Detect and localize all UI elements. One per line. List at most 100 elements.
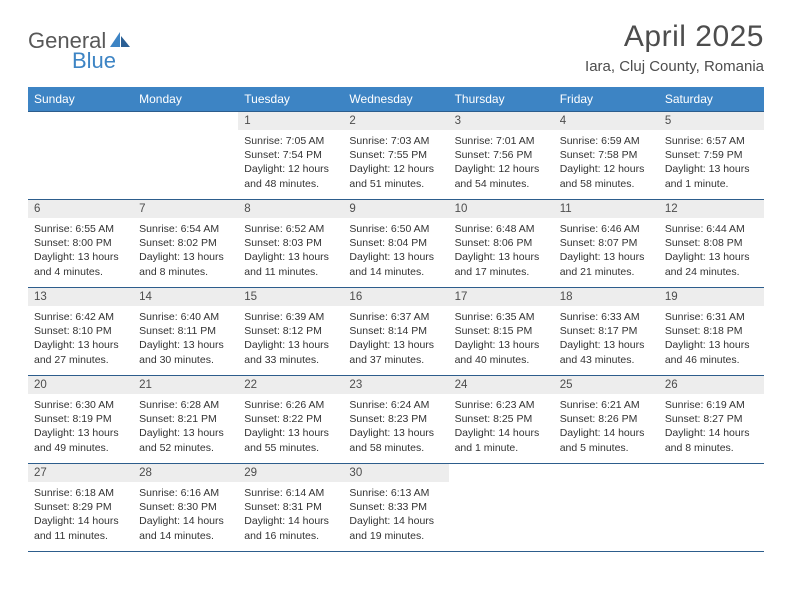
day-details: Sunrise: 6:39 AMSunset: 8:12 PMDaylight:…	[238, 306, 343, 373]
daylight-text: Daylight: 13 hours and 1 minute.	[665, 162, 758, 190]
sunrise-text: Sunrise: 6:33 AM	[560, 310, 653, 324]
day-details: Sunrise: 6:37 AMSunset: 8:14 PMDaylight:…	[343, 306, 448, 373]
sunrise-text: Sunrise: 6:31 AM	[665, 310, 758, 324]
day-number: 22	[238, 376, 343, 394]
daylight-text: Daylight: 13 hours and 4 minutes.	[34, 250, 127, 278]
sunset-text: Sunset: 8:04 PM	[349, 236, 442, 250]
day-number: 16	[343, 288, 448, 306]
calendar-day-cell: 17Sunrise: 6:35 AMSunset: 8:15 PMDayligh…	[449, 288, 554, 376]
day-details: Sunrise: 6:48 AMSunset: 8:06 PMDaylight:…	[449, 218, 554, 285]
sunset-text: Sunset: 7:59 PM	[665, 148, 758, 162]
calendar-day-cell: 10Sunrise: 6:48 AMSunset: 8:06 PMDayligh…	[449, 200, 554, 288]
sunset-text: Sunset: 8:06 PM	[455, 236, 548, 250]
day-details: Sunrise: 6:54 AMSunset: 8:02 PMDaylight:…	[133, 218, 238, 285]
day-details: Sunrise: 6:19 AMSunset: 8:27 PMDaylight:…	[659, 394, 764, 461]
sunset-text: Sunset: 8:22 PM	[244, 412, 337, 426]
daylight-text: Daylight: 13 hours and 43 minutes.	[560, 338, 653, 366]
calendar-day-cell: 19Sunrise: 6:31 AMSunset: 8:18 PMDayligh…	[659, 288, 764, 376]
daylight-text: Daylight: 14 hours and 8 minutes.	[665, 426, 758, 454]
sunset-text: Sunset: 8:11 PM	[139, 324, 232, 338]
day-number: 25	[554, 376, 659, 394]
sunrise-text: Sunrise: 6:50 AM	[349, 222, 442, 236]
day-number: 5	[659, 112, 764, 130]
calendar-day-cell: 8Sunrise: 6:52 AMSunset: 8:03 PMDaylight…	[238, 200, 343, 288]
sunrise-text: Sunrise: 6:28 AM	[139, 398, 232, 412]
calendar-day-cell: 4Sunrise: 6:59 AMSunset: 7:58 PMDaylight…	[554, 112, 659, 200]
day-header-wednesday: Wednesday	[343, 87, 448, 112]
day-header-sunday: Sunday	[28, 87, 133, 112]
day-details: Sunrise: 6:21 AMSunset: 8:26 PMDaylight:…	[554, 394, 659, 461]
calendar-week-row: 6Sunrise: 6:55 AMSunset: 8:00 PMDaylight…	[28, 200, 764, 288]
sunrise-text: Sunrise: 6:18 AM	[34, 486, 127, 500]
daylight-text: Daylight: 14 hours and 14 minutes.	[139, 514, 232, 542]
sunrise-text: Sunrise: 6:13 AM	[349, 486, 442, 500]
daylight-text: Daylight: 13 hours and 24 minutes.	[665, 250, 758, 278]
day-details: Sunrise: 6:42 AMSunset: 8:10 PMDaylight:…	[28, 306, 133, 373]
day-details: Sunrise: 7:01 AMSunset: 7:56 PMDaylight:…	[449, 130, 554, 197]
day-number: 2	[343, 112, 448, 130]
day-header-saturday: Saturday	[659, 87, 764, 112]
sunrise-text: Sunrise: 7:05 AM	[244, 134, 337, 148]
day-number: 7	[133, 200, 238, 218]
location-text: Iara, Cluj County, Romania	[585, 58, 764, 75]
calendar-empty-cell	[659, 464, 764, 552]
calendar-day-cell: 13Sunrise: 6:42 AMSunset: 8:10 PMDayligh…	[28, 288, 133, 376]
daylight-text: Daylight: 13 hours and 49 minutes.	[34, 426, 127, 454]
day-details: Sunrise: 6:50 AMSunset: 8:04 PMDaylight:…	[343, 218, 448, 285]
sunrise-text: Sunrise: 7:01 AM	[455, 134, 548, 148]
daylight-text: Daylight: 14 hours and 1 minute.	[455, 426, 548, 454]
day-details: Sunrise: 6:24 AMSunset: 8:23 PMDaylight:…	[343, 394, 448, 461]
day-number: 23	[343, 376, 448, 394]
daylight-text: Daylight: 12 hours and 58 minutes.	[560, 162, 653, 190]
sunrise-text: Sunrise: 7:03 AM	[349, 134, 442, 148]
daylight-text: Daylight: 13 hours and 40 minutes.	[455, 338, 548, 366]
daylight-text: Daylight: 13 hours and 37 minutes.	[349, 338, 442, 366]
day-details: Sunrise: 7:03 AMSunset: 7:55 PMDaylight:…	[343, 130, 448, 197]
daylight-text: Daylight: 13 hours and 30 minutes.	[139, 338, 232, 366]
calendar-day-cell: 28Sunrise: 6:16 AMSunset: 8:30 PMDayligh…	[133, 464, 238, 552]
page-header: General April 2025 Iara, Cluj County, Ro…	[28, 20, 764, 75]
day-number: 24	[449, 376, 554, 394]
calendar-day-cell: 2Sunrise: 7:03 AMSunset: 7:55 PMDaylight…	[343, 112, 448, 200]
daylight-text: Daylight: 13 hours and 14 minutes.	[349, 250, 442, 278]
calendar-day-cell: 5Sunrise: 6:57 AMSunset: 7:59 PMDaylight…	[659, 112, 764, 200]
day-details: Sunrise: 6:23 AMSunset: 8:25 PMDaylight:…	[449, 394, 554, 461]
calendar-day-cell: 6Sunrise: 6:55 AMSunset: 8:00 PMDaylight…	[28, 200, 133, 288]
calendar-header-row: SundayMondayTuesdayWednesdayThursdayFrid…	[28, 87, 764, 112]
day-number: 10	[449, 200, 554, 218]
sunset-text: Sunset: 8:27 PM	[665, 412, 758, 426]
day-details: Sunrise: 6:46 AMSunset: 8:07 PMDaylight:…	[554, 218, 659, 285]
sunset-text: Sunset: 8:30 PM	[139, 500, 232, 514]
calendar-day-cell: 20Sunrise: 6:30 AMSunset: 8:19 PMDayligh…	[28, 376, 133, 464]
day-number: 26	[659, 376, 764, 394]
sunrise-text: Sunrise: 6:52 AM	[244, 222, 337, 236]
sunrise-text: Sunrise: 6:59 AM	[560, 134, 653, 148]
title-block: April 2025 Iara, Cluj County, Romania	[585, 20, 764, 75]
calendar-empty-cell	[28, 112, 133, 200]
calendar-day-cell: 22Sunrise: 6:26 AMSunset: 8:22 PMDayligh…	[238, 376, 343, 464]
sunset-text: Sunset: 8:00 PM	[34, 236, 127, 250]
sunrise-text: Sunrise: 6:26 AM	[244, 398, 337, 412]
day-number: 30	[343, 464, 448, 482]
sunset-text: Sunset: 8:12 PM	[244, 324, 337, 338]
day-details: Sunrise: 6:44 AMSunset: 8:08 PMDaylight:…	[659, 218, 764, 285]
calendar-day-cell: 14Sunrise: 6:40 AMSunset: 8:11 PMDayligh…	[133, 288, 238, 376]
calendar-body: 1Sunrise: 7:05 AMSunset: 7:54 PMDaylight…	[28, 112, 764, 552]
day-number: 8	[238, 200, 343, 218]
sunrise-text: Sunrise: 6:37 AM	[349, 310, 442, 324]
sunrise-text: Sunrise: 6:16 AM	[139, 486, 232, 500]
brand-text-blue: Blue	[72, 48, 116, 74]
sunset-text: Sunset: 8:02 PM	[139, 236, 232, 250]
calendar-day-cell: 25Sunrise: 6:21 AMSunset: 8:26 PMDayligh…	[554, 376, 659, 464]
daylight-text: Daylight: 13 hours and 33 minutes.	[244, 338, 337, 366]
month-title: April 2025	[585, 20, 764, 54]
day-details: Sunrise: 6:33 AMSunset: 8:17 PMDaylight:…	[554, 306, 659, 373]
day-details: Sunrise: 6:31 AMSunset: 8:18 PMDaylight:…	[659, 306, 764, 373]
calendar-day-cell: 12Sunrise: 6:44 AMSunset: 8:08 PMDayligh…	[659, 200, 764, 288]
day-details: Sunrise: 6:14 AMSunset: 8:31 PMDaylight:…	[238, 482, 343, 549]
calendar-day-cell: 3Sunrise: 7:01 AMSunset: 7:56 PMDaylight…	[449, 112, 554, 200]
day-header-thursday: Thursday	[449, 87, 554, 112]
sunset-text: Sunset: 8:10 PM	[34, 324, 127, 338]
day-number: 29	[238, 464, 343, 482]
day-number: 12	[659, 200, 764, 218]
